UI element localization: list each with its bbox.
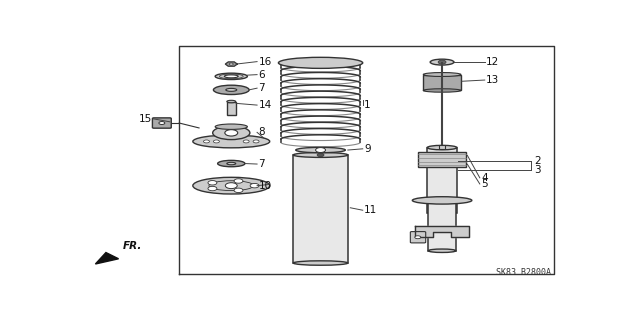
Circle shape (225, 130, 237, 136)
Polygon shape (225, 62, 237, 66)
Ellipse shape (213, 85, 249, 94)
Circle shape (159, 122, 165, 124)
Text: 9: 9 (364, 144, 371, 154)
Bar (419, 152, 466, 167)
Ellipse shape (215, 124, 248, 130)
Bar (439, 145, 445, 149)
Ellipse shape (227, 100, 236, 103)
Bar (227, 101, 236, 115)
Ellipse shape (193, 135, 269, 148)
Ellipse shape (225, 75, 238, 78)
Circle shape (208, 181, 217, 185)
Text: 5: 5 (481, 179, 488, 189)
Ellipse shape (412, 197, 472, 204)
Text: FR.: FR. (123, 241, 143, 251)
Circle shape (213, 140, 220, 143)
Ellipse shape (293, 261, 348, 265)
Ellipse shape (226, 88, 237, 91)
Circle shape (438, 60, 446, 64)
Circle shape (253, 140, 259, 143)
Text: 2: 2 (534, 156, 540, 166)
Bar (428, 148, 457, 213)
Circle shape (234, 188, 243, 193)
Ellipse shape (428, 145, 457, 150)
Circle shape (225, 183, 237, 189)
Circle shape (204, 140, 209, 143)
Bar (423, 75, 461, 91)
Circle shape (208, 186, 217, 191)
Text: 10: 10 (259, 181, 272, 191)
Ellipse shape (296, 147, 346, 153)
Ellipse shape (428, 249, 456, 252)
Text: SK83 B2800A: SK83 B2800A (496, 268, 551, 277)
Ellipse shape (193, 177, 269, 194)
Text: 7: 7 (259, 159, 265, 169)
Bar (293, 155, 348, 263)
Text: 1: 1 (364, 100, 371, 110)
Text: 15: 15 (139, 114, 152, 124)
Text: 13: 13 (486, 75, 499, 85)
Ellipse shape (423, 72, 461, 77)
Ellipse shape (227, 162, 236, 165)
FancyBboxPatch shape (410, 232, 426, 243)
Text: 12: 12 (486, 56, 499, 67)
Circle shape (250, 183, 259, 188)
Ellipse shape (218, 160, 245, 167)
Ellipse shape (212, 126, 250, 140)
Text: 8: 8 (259, 127, 265, 137)
Circle shape (415, 236, 420, 239)
Text: 7: 7 (259, 83, 265, 93)
Ellipse shape (430, 59, 454, 65)
Ellipse shape (423, 89, 461, 92)
Circle shape (234, 179, 243, 183)
Circle shape (229, 63, 233, 65)
Polygon shape (95, 253, 118, 264)
Text: 3: 3 (534, 165, 540, 175)
Text: 4: 4 (481, 173, 488, 183)
FancyBboxPatch shape (152, 118, 172, 128)
Circle shape (317, 153, 324, 157)
Circle shape (243, 140, 249, 143)
Text: 16: 16 (259, 56, 272, 67)
Text: 6: 6 (259, 70, 265, 80)
Bar (428, 203, 456, 251)
Circle shape (316, 148, 326, 152)
Ellipse shape (293, 152, 348, 157)
Text: 11: 11 (364, 205, 378, 215)
Ellipse shape (278, 57, 363, 68)
Polygon shape (415, 226, 469, 237)
Ellipse shape (215, 73, 248, 79)
Text: 14: 14 (259, 100, 272, 110)
